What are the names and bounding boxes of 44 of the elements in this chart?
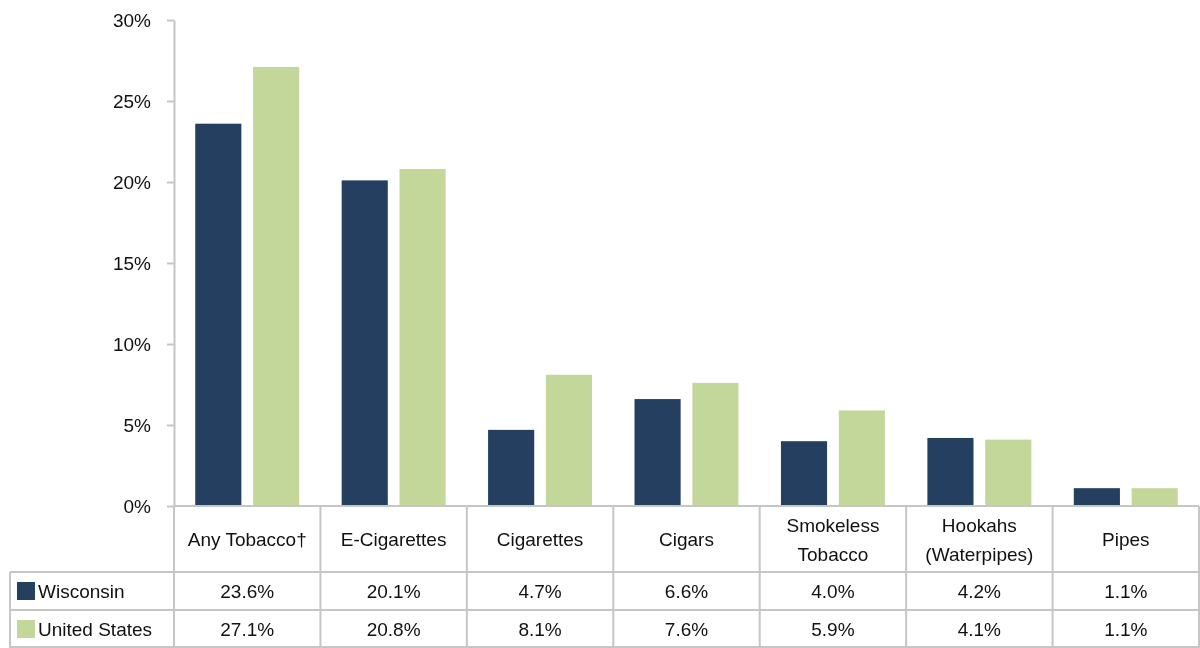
data-label: 8.1% [518, 619, 562, 640]
y-tick-label: 10% [112, 333, 152, 355]
data-label: 1.1% [1104, 581, 1148, 602]
x-tick-label: Any Tobacco† [187, 529, 307, 550]
bar [985, 439, 1032, 506]
x-tick-label: Pipes [1102, 529, 1150, 550]
y-tick-label: 15% [112, 252, 152, 274]
y-tick-label: 25% [112, 90, 152, 112]
data-label: 23.6% [220, 581, 275, 602]
y-tick-label: 20% [112, 171, 152, 193]
y-tick-label: 0% [123, 495, 152, 517]
x-tick-label: Cigars [659, 529, 714, 550]
data-label: 4.2% [957, 581, 1002, 602]
x-tick-label: E-Cigarettes [340, 529, 447, 550]
data-label: 5.9% [811, 619, 855, 640]
data-label: 7.6% [664, 619, 709, 640]
x-tick-label: Cigarettes [496, 529, 584, 550]
bar [253, 66, 300, 506]
bar [1073, 488, 1120, 506]
legend-label: United States [38, 619, 153, 640]
bar [838, 410, 885, 506]
bar [341, 180, 388, 506]
bar [488, 429, 535, 506]
data-label: 1.1% [1104, 619, 1148, 640]
data-label: 6.6% [664, 581, 709, 602]
x-tick-label: Hookahs (Waterpipes) [925, 514, 1034, 565]
bar [927, 437, 974, 506]
bar [195, 123, 242, 506]
data-label: 20.1% [366, 581, 421, 602]
y-tick-label: 5% [123, 414, 152, 436]
bar [780, 441, 828, 506]
bar [545, 374, 593, 506]
data-label: 27.1% [220, 619, 275, 640]
bar [634, 399, 681, 506]
y-tick-label: 30% [112, 9, 152, 31]
data-label: 4.7% [518, 581, 562, 602]
data-label: 20.8% [366, 619, 421, 640]
bar [692, 382, 739, 506]
bar [1131, 488, 1178, 506]
data-label: 4.1% [957, 619, 1002, 640]
legend-label: Wisconsin [38, 581, 125, 602]
bar [399, 169, 446, 506]
data-label: 4.0% [811, 581, 855, 602]
x-tick-label: Smokeless Tobacco [786, 514, 880, 565]
